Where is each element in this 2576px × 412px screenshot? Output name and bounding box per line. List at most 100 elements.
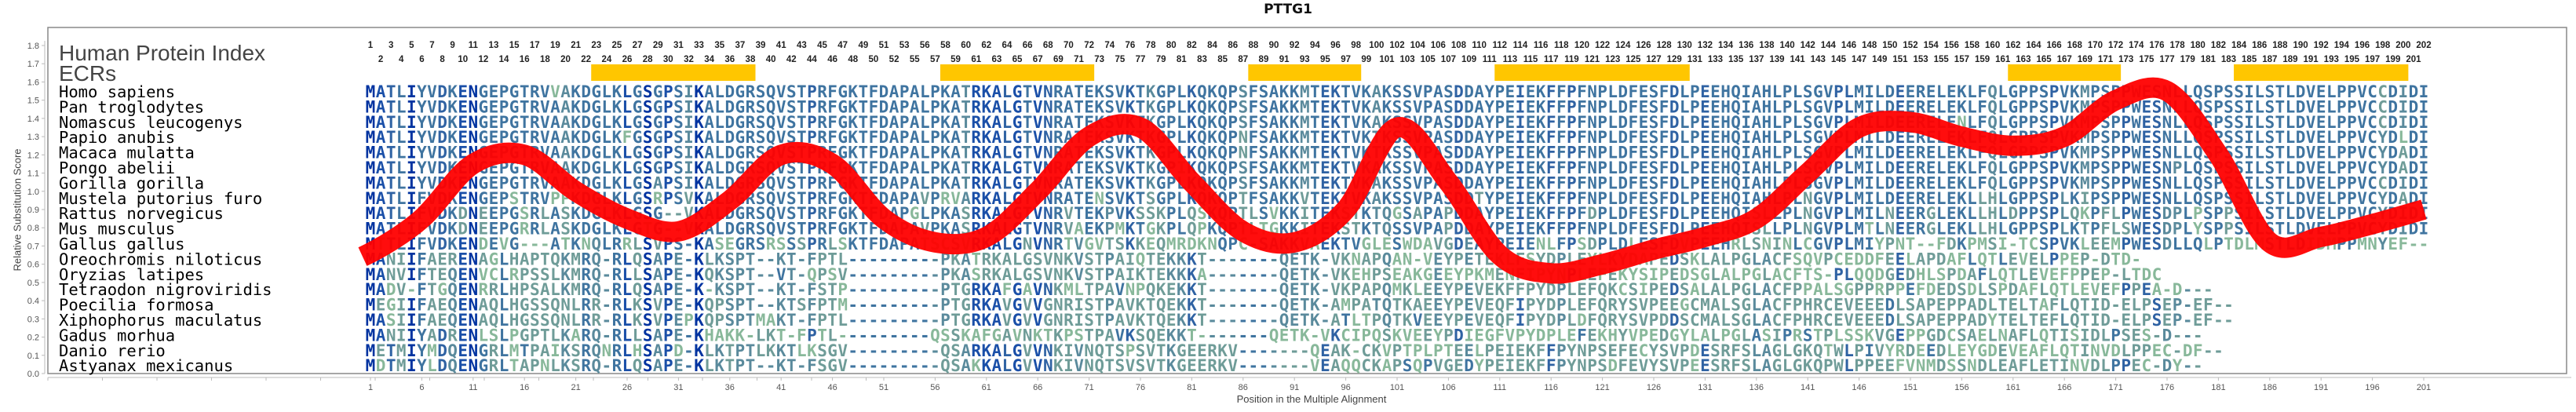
residue: H (1762, 128, 1772, 147)
residue: K (848, 113, 858, 132)
residue: K (1957, 97, 1967, 116)
protein-index-number: 187 (2262, 55, 2277, 64)
x-tick-label: 46 (827, 383, 837, 392)
residue: D (2388, 113, 2398, 132)
protein-index-number: 43 (797, 41, 807, 50)
residue: S (1947, 356, 1957, 375)
residue: I (407, 144, 417, 162)
residue: D (1977, 356, 1987, 375)
residue: D (2090, 356, 2100, 375)
residue: R (612, 356, 622, 375)
residue: V (776, 82, 786, 101)
residue: E (1526, 113, 1536, 132)
residue: A (1269, 82, 1279, 101)
residue: I (2399, 82, 2409, 101)
residue: L (622, 356, 633, 375)
residue: E (1710, 82, 1720, 101)
residue: S (1392, 82, 1403, 101)
protein-index-number: 132 (1698, 41, 1713, 50)
residue: G (1013, 82, 1023, 101)
protein-index-number: 199 (2385, 55, 2400, 64)
residue: L (602, 144, 612, 162)
residue: V (1669, 356, 1680, 375)
residue: A (910, 128, 920, 147)
protein-index-number: 28 (643, 55, 653, 64)
residue: - (2419, 235, 2429, 253)
protein-index-number: 169 (2078, 55, 2093, 64)
residue: P (1423, 82, 1433, 101)
residue: I (1864, 82, 1874, 101)
residue: L (1844, 97, 1854, 116)
residue: V (776, 97, 786, 116)
residue: G (1013, 128, 1023, 147)
residue: S (2234, 128, 2244, 147)
residue: P (1228, 97, 1238, 116)
residue: K (1146, 97, 1156, 116)
residue: D (1618, 82, 1628, 101)
y-tick-label: 0.3 (27, 315, 39, 324)
residue: V (1033, 128, 1043, 147)
protein-index-number: 100 (1369, 41, 1384, 50)
residue: E (458, 113, 468, 132)
protein-index-number: 101 (1379, 55, 1395, 64)
protein-index-number: 157 (1954, 55, 1969, 64)
residue: D (437, 128, 447, 147)
y-tick-label: 1.6 (27, 78, 39, 87)
residue: V (776, 113, 786, 132)
residue: K (940, 128, 950, 147)
residue: L (2100, 356, 2111, 375)
protein-index-number: 136 (1739, 41, 1753, 50)
protein-index-number: 44 (807, 55, 817, 64)
residue: K (981, 97, 991, 116)
residue: T (786, 356, 797, 375)
y-tick-label: 1.0 (27, 188, 39, 197)
residue: G (591, 144, 601, 162)
residue: I (684, 82, 694, 101)
residue: V (427, 144, 437, 162)
residue: A (992, 356, 1002, 375)
y-tick-label: 0.0 (27, 370, 39, 379)
residue: P (735, 356, 746, 375)
residue: K (940, 82, 950, 101)
residue: K (848, 82, 858, 101)
residue: K (1146, 82, 1156, 101)
species-label: Astyanax mexicanus (59, 356, 233, 375)
residue: Q (2193, 82, 2203, 101)
protein-index-number: 102 (1389, 41, 1404, 50)
protein-index-number: 42 (786, 55, 797, 64)
residue: G (509, 128, 520, 147)
residue: V (2306, 97, 2316, 116)
protein-index-number: 106 (1431, 41, 1446, 50)
residue: T (724, 356, 735, 375)
residue: G (591, 128, 601, 147)
residue: T (386, 97, 396, 116)
residue: E (489, 82, 499, 101)
residue: S (2203, 82, 2213, 101)
protein-index-number: 59 (950, 55, 961, 64)
protein-index-number: 144 (1821, 41, 1837, 50)
protein-index-number: 17 (530, 41, 540, 50)
residue: A (992, 128, 1002, 147)
residue: A (560, 128, 571, 147)
protein-index-number: 172 (2108, 41, 2123, 50)
residue: L (1772, 97, 1782, 116)
residue: D (437, 82, 447, 101)
x-tick-label: 111 (1493, 383, 1506, 392)
residue: K (1803, 356, 1813, 375)
residue: C (2367, 82, 2377, 101)
residue: K (571, 113, 581, 132)
protein-index-number: 113 (1503, 55, 1518, 64)
residue: L (1177, 113, 1187, 132)
residue: Q (1341, 356, 1351, 375)
residue: G (509, 113, 520, 132)
residue: G (837, 128, 848, 147)
residue: F (1731, 356, 1741, 375)
residue: Y (1484, 128, 1494, 147)
protein-index-number: 105 (1421, 55, 1436, 64)
residue: L (1936, 82, 1947, 101)
residue: Q (1217, 82, 1228, 101)
protein-index-number: 77 (1136, 55, 1146, 64)
residue: M (1854, 97, 1864, 116)
protein-index-number: 60 (961, 41, 971, 50)
residue: K (571, 144, 581, 162)
